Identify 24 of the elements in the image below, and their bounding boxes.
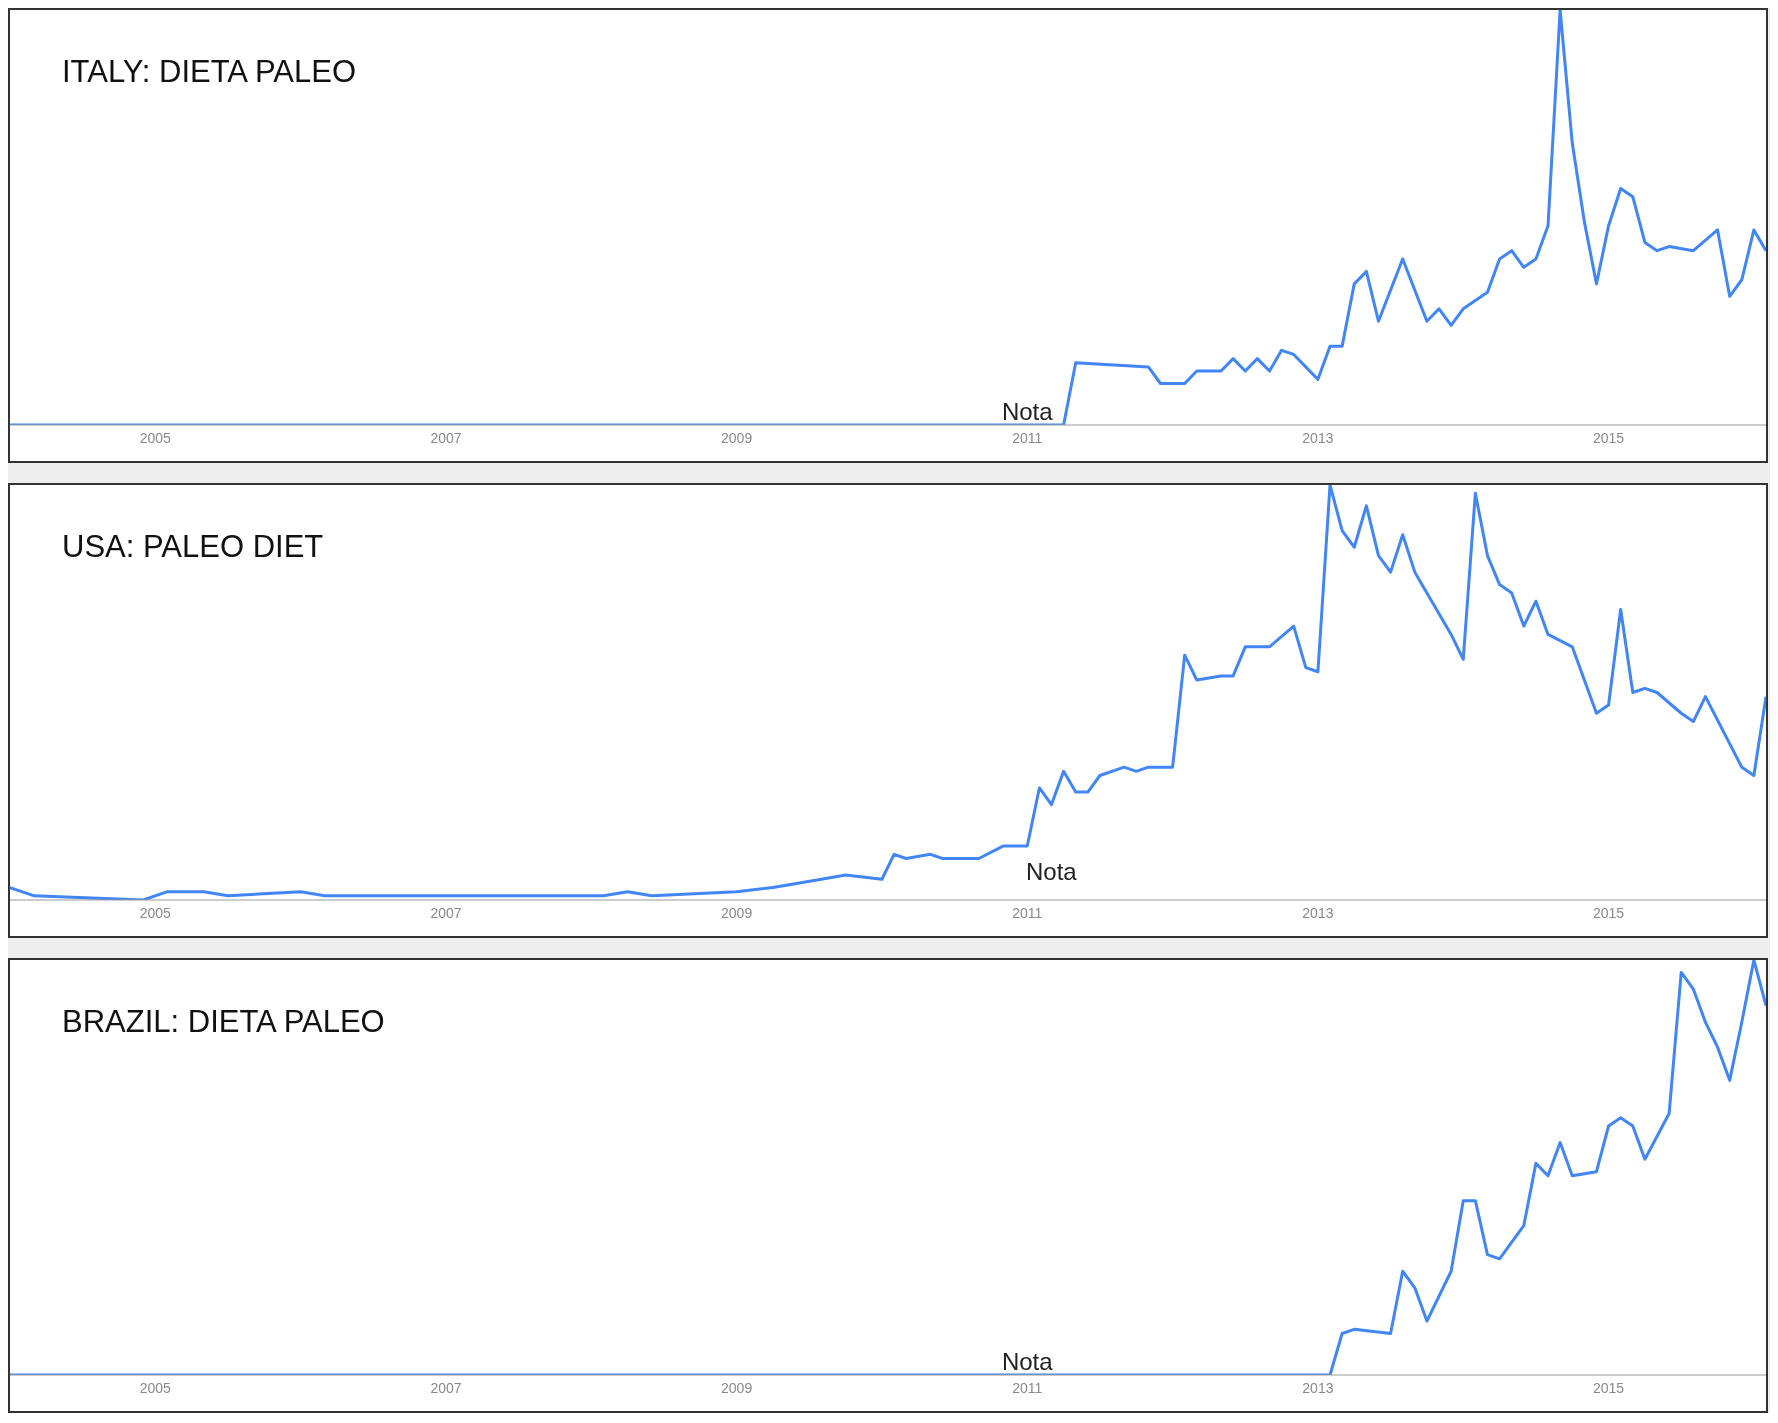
x-tick-label: 2009 (721, 1379, 753, 1396)
x-tick-label: 2013 (1302, 904, 1334, 921)
x-tick-label: 2009 (721, 429, 753, 446)
x-tick-label: 2009 (721, 904, 753, 921)
x-tick-label: 2011 (1012, 904, 1043, 921)
x-tick-label: 2015 (1592, 1379, 1625, 1396)
x-tick-label: 2005 (139, 429, 172, 446)
text: BRAZIL: DIETA PALEO (62, 1004, 385, 1040)
x-tick-label: 2007 (430, 904, 462, 921)
x-tick-label: 2015 (1592, 429, 1625, 446)
x-tick-label: 2007 (430, 429, 462, 446)
x-tick-label: 2013 (1302, 429, 1334, 446)
annotation: Nota (1001, 1348, 1054, 1375)
annotation: Nota (1001, 398, 1054, 425)
text: ITALY: DIETA PALEO (62, 54, 357, 90)
x-tick-label: 2007 (430, 1379, 462, 1396)
text: USA: PALEO DIET (62, 529, 324, 565)
x-tick-label: 2015 (1592, 904, 1625, 921)
annotation: Nota (1026, 858, 1077, 886)
x-tick-label: 2005 (139, 1379, 172, 1396)
x-tick-label: 2011 (1012, 1379, 1043, 1396)
x-tick-label: 2011 (1012, 429, 1043, 446)
x-tick-label: 2005 (139, 904, 172, 921)
x-tick-label: 2013 (1302, 1379, 1334, 1396)
